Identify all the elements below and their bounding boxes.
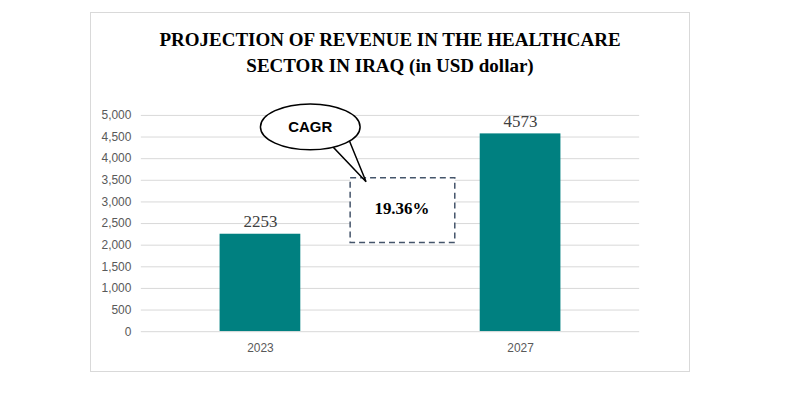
svg-text:2023: 2023 [247, 341, 274, 355]
svg-text:CAGR: CAGR [288, 118, 332, 135]
svg-text:4,000: 4,000 [101, 151, 131, 165]
svg-text:4573: 4573 [504, 112, 538, 131]
svg-text:2253: 2253 [243, 212, 277, 231]
svg-text:2,000: 2,000 [101, 238, 131, 252]
svg-text:1,000: 1,000 [101, 281, 131, 295]
svg-text:3,500: 3,500 [101, 173, 131, 187]
svg-text:1,500: 1,500 [101, 260, 131, 274]
svg-text:5,000: 5,000 [101, 108, 131, 122]
svg-text:0: 0 [125, 325, 132, 339]
svg-text:4,500: 4,500 [101, 130, 131, 144]
html-text:PROJECTION OF REVENUE IN THE H: PROJECTION OF REVENUE IN THE HEALTHCARE … [159, 29, 621, 76]
svg-text:3,000: 3,000 [101, 195, 131, 209]
svg-text:500: 500 [111, 303, 131, 317]
svg-text:2027: 2027 [507, 341, 534, 355]
svg-text:19.36%: 19.36% [374, 199, 429, 218]
svg-text:2,500: 2,500 [101, 216, 131, 230]
